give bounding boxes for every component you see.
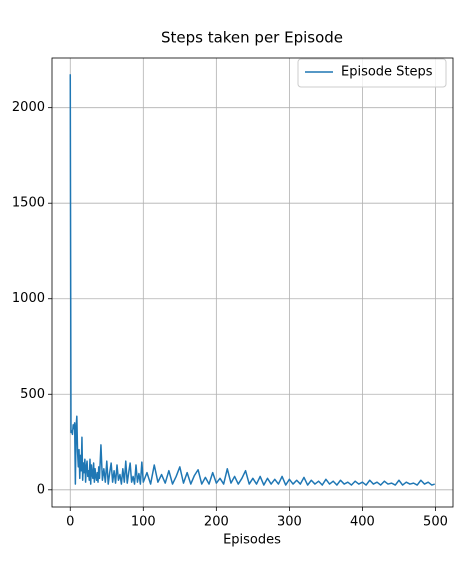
y-tick-label: 2000 [12, 100, 45, 115]
x-tick-label: 100 [131, 515, 156, 530]
x-tick-label: 0 [66, 515, 74, 530]
x-tick-label: 200 [204, 515, 229, 530]
y-tick-label: 1500 [12, 196, 45, 211]
chart-title: Steps taken per Episode [161, 29, 343, 47]
x-axis-label: Episodes [223, 533, 281, 548]
x-tick-label: 400 [350, 515, 375, 530]
x-tick-label: 500 [423, 515, 448, 530]
y-tick-label: 0 [37, 482, 45, 497]
plot-frame [51, 57, 454, 508]
data-line [69, 74, 435, 486]
y-tick-label: 500 [20, 387, 45, 402]
y-tick-label: 1000 [12, 291, 45, 306]
x-tick-label: 300 [277, 515, 302, 530]
legend-box [297, 58, 447, 88]
legend-label: Episode Steps [341, 65, 433, 80]
